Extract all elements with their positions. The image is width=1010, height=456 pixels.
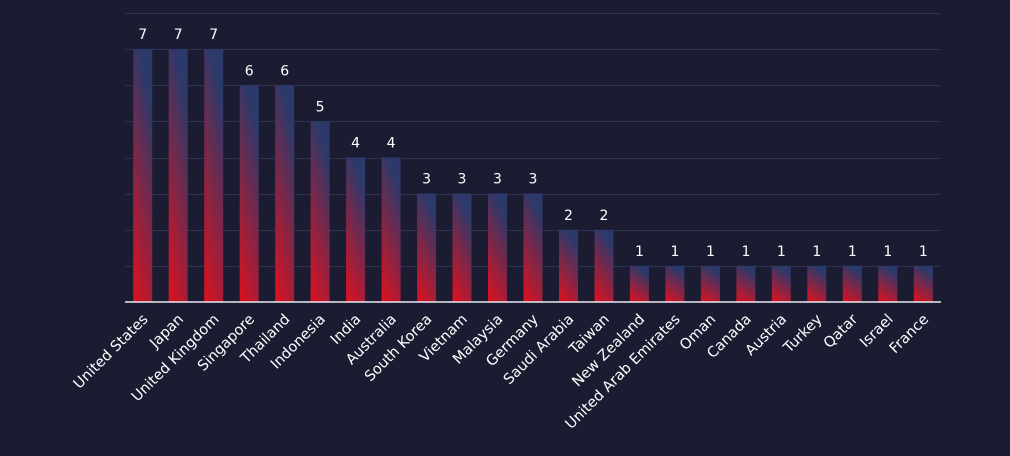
data-label: 3 xyxy=(529,172,538,188)
category-label: United States xyxy=(71,312,152,393)
data-label: 7 xyxy=(209,27,218,43)
bar xyxy=(629,265,649,302)
bar xyxy=(807,265,827,302)
bar xyxy=(417,193,437,302)
data-label: 6 xyxy=(245,63,254,79)
data-label: 3 xyxy=(458,172,467,188)
data-label: 5 xyxy=(316,99,325,115)
data-label: 1 xyxy=(812,244,821,260)
bar xyxy=(878,265,898,302)
data-label: 1 xyxy=(670,244,679,260)
bar xyxy=(665,265,685,302)
bars xyxy=(133,49,933,303)
bar xyxy=(310,121,330,303)
data-label: 3 xyxy=(422,172,431,188)
data-label: 7 xyxy=(174,27,183,43)
data-label: 1 xyxy=(848,244,857,260)
bar xyxy=(204,49,224,302)
data-label: 1 xyxy=(706,244,715,260)
bar xyxy=(771,265,791,302)
bar xyxy=(275,85,295,303)
data-label: 7 xyxy=(138,27,147,43)
bar xyxy=(346,157,366,302)
bar xyxy=(736,265,756,302)
data-label: 1 xyxy=(883,244,892,260)
bar xyxy=(452,193,472,302)
data-label: 1 xyxy=(635,244,644,260)
bar xyxy=(133,49,153,302)
bar xyxy=(842,265,862,302)
data-label: 4 xyxy=(387,136,396,152)
data-label: 2 xyxy=(564,208,573,224)
data-label: 1 xyxy=(741,244,750,260)
bar xyxy=(381,157,401,302)
data-label: 1 xyxy=(777,244,786,260)
category-label: Qatar xyxy=(821,311,861,351)
bar xyxy=(239,85,259,303)
bar xyxy=(594,229,614,303)
bar xyxy=(700,265,720,302)
category-label: France xyxy=(887,311,932,356)
data-labels: 7 7 7 6 6 5 4 4 3 3 3 3 2 2 1 1 1 1 1 1 1 1 1 xyxy=(138,27,928,260)
bar xyxy=(488,193,507,302)
bar xyxy=(559,229,578,303)
data-label: 3 xyxy=(493,172,502,188)
data-label: 4 xyxy=(351,136,360,152)
bar xyxy=(913,265,933,302)
data-label: 2 xyxy=(600,208,609,224)
bar xyxy=(523,193,543,302)
data-label: 6 xyxy=(280,63,289,79)
data-label: 1 xyxy=(919,244,928,260)
category-label: Turkey xyxy=(780,311,826,357)
bar xyxy=(168,49,188,302)
